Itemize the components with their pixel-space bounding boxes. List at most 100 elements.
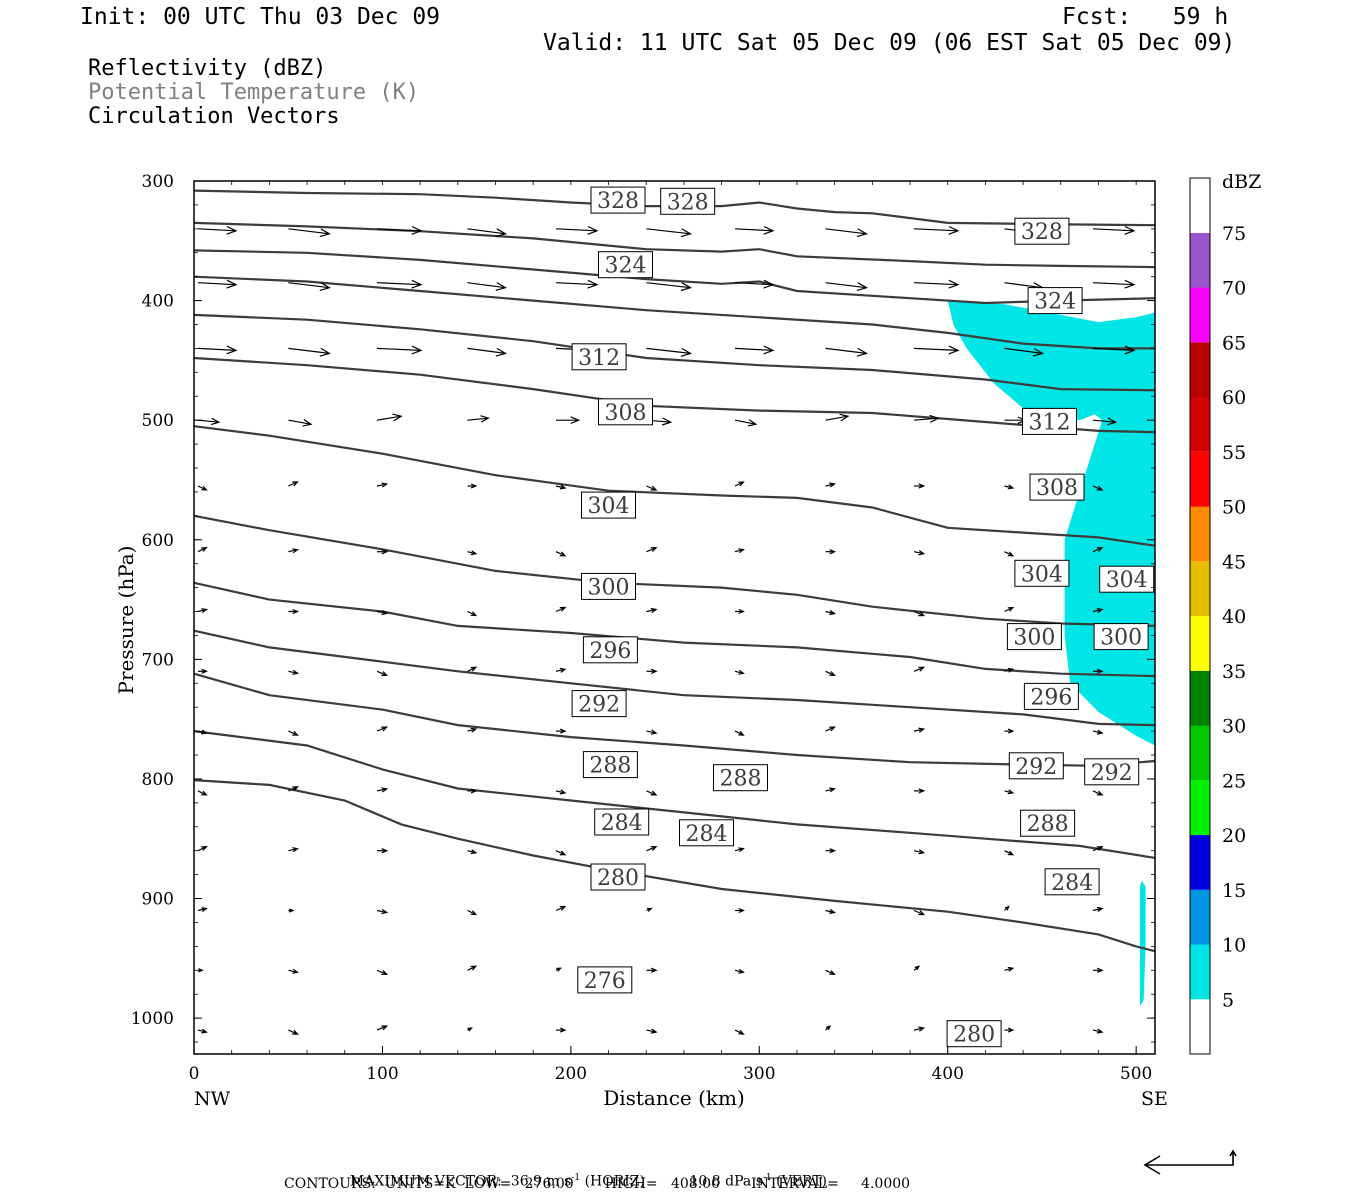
- svg-text:300: 300: [1100, 626, 1142, 651]
- plot-frame: [193, 180, 1156, 1055]
- colorbar-bin: [1190, 999, 1210, 1055]
- circulation-vector: [913, 345, 960, 355]
- colorbar-bin: [1190, 451, 1210, 507]
- isentrope-328: [193, 189, 1156, 227]
- circulation-vector: [646, 1028, 658, 1034]
- svg-text:292: 292: [1091, 761, 1133, 786]
- colorbar-tick-label: 35: [1222, 661, 1246, 683]
- contour-label: 288: [713, 764, 768, 792]
- svg-text:284: 284: [601, 811, 643, 836]
- circulation-vector: [825, 482, 837, 488]
- contour-label: 296: [582, 636, 638, 664]
- contour-label: 328: [590, 186, 646, 214]
- x-axis-label: Distance (km): [603, 1086, 745, 1110]
- circulation-vector: [825, 908, 837, 914]
- circulation-vector: [734, 669, 745, 675]
- circulation-vector: [555, 279, 599, 289]
- circulation-vector: [376, 787, 389, 793]
- circulation-vector: [555, 606, 567, 613]
- circulation-vector: [735, 608, 745, 615]
- colorbar-tick-label: 40: [1222, 606, 1246, 628]
- init-time: Init: 00 UTC Thu 03 Dec 09: [80, 4, 441, 30]
- circulation-vector: [288, 968, 300, 974]
- circulation-vector: [376, 225, 423, 235]
- contour-label: 308: [1029, 473, 1085, 501]
- svg-text:288: 288: [720, 767, 762, 792]
- circulation-vector: [555, 551, 567, 557]
- contour-label: 304: [581, 491, 636, 519]
- y-tick-label: 900: [142, 890, 174, 910]
- contour-label: 284: [1044, 868, 1100, 896]
- colorbar-bin: [1190, 232, 1210, 288]
- colorbar-bin: [1190, 342, 1210, 398]
- circulation-vector: [646, 228, 693, 238]
- isentrope-328: [193, 249, 1156, 305]
- max-vector-line: MAXIMUM VECTOR: 36.9 m s-1 (HORIZ) 10.8 …: [341, 1157, 827, 1190]
- circulation-vector: [288, 418, 313, 427]
- circulation-vector: [288, 1029, 299, 1035]
- svg-text:292: 292: [578, 693, 620, 718]
- circulation-vector: [288, 481, 299, 487]
- colorbar-tick-label: 15: [1222, 880, 1246, 902]
- colorbar-bin: [1190, 561, 1210, 617]
- svg-text:280: 280: [953, 1023, 995, 1048]
- circulation-vector: [197, 225, 238, 235]
- colorbar-tick-label: 65: [1222, 332, 1246, 354]
- circulation-vector: [377, 848, 389, 854]
- y-tick-label: 1000: [131, 1009, 174, 1029]
- x-end-left-label: NW: [194, 1088, 231, 1110]
- circulation-vector: [197, 907, 208, 912]
- circulation-vector: [1092, 345, 1136, 355]
- circulation-vector: [1004, 1027, 1015, 1033]
- circulation-vector: [1092, 547, 1104, 553]
- circulation-vector: [467, 483, 478, 489]
- contour-label: 300: [581, 572, 636, 600]
- circulation-vector: [1004, 728, 1015, 734]
- circulation-vector: [734, 481, 745, 487]
- x-tick-label: 400: [931, 1064, 963, 1084]
- contour-label: 292: [1084, 758, 1140, 786]
- circulation-vector: [555, 850, 567, 856]
- circulation-vector: [288, 347, 331, 357]
- field-potential-temperature: Potential Temperature (K): [88, 80, 420, 105]
- contour-label: 300: [1093, 623, 1149, 651]
- circulation-vector: [646, 729, 658, 735]
- circulation-vector: [288, 669, 300, 675]
- contour-label: 308: [598, 398, 653, 426]
- contour-label: 328: [1014, 217, 1070, 245]
- circulation-vector: [376, 726, 389, 732]
- circulation-vector: [467, 727, 478, 733]
- isentrope-300: [193, 425, 1156, 547]
- circulation-vector: [1004, 850, 1015, 856]
- x-tick-label: 200: [555, 1064, 587, 1084]
- contour-label: 312: [1022, 407, 1077, 435]
- circulation-vector: [1093, 967, 1104, 973]
- circulation-vector: [467, 415, 490, 423]
- circulation-vector: [197, 485, 208, 491]
- circulation-vector: [825, 282, 869, 291]
- circulation-vector: [376, 413, 403, 422]
- circulation-vector: [555, 667, 567, 673]
- circulation-vector: [646, 282, 693, 292]
- contour-label: 312: [571, 343, 627, 371]
- x-tick-label: 500: [1120, 1064, 1152, 1084]
- circulation-vector: [467, 965, 478, 971]
- x-tick-label: 300: [743, 1064, 775, 1084]
- circulation-vector: [288, 228, 331, 238]
- contour-label: 284: [594, 808, 650, 836]
- circulation-vector: [556, 1027, 567, 1033]
- circulation-vector: [467, 550, 478, 556]
- svg-text:328: 328: [1021, 220, 1063, 245]
- isentrope-284: [193, 672, 1156, 767]
- max-vector-horiz: 36.9 m s: [510, 1173, 572, 1190]
- y-tick-label: 700: [142, 650, 174, 670]
- svg-text:312: 312: [578, 346, 620, 371]
- circulation-vector: [376, 279, 423, 289]
- circulation-vector: [646, 907, 653, 912]
- circulation-vector: [734, 225, 775, 235]
- circulation-vector: [376, 1025, 389, 1031]
- svg-text:284: 284: [686, 822, 728, 847]
- circulation-vector: [1004, 667, 1015, 673]
- circulation-vector: [1092, 906, 1104, 912]
